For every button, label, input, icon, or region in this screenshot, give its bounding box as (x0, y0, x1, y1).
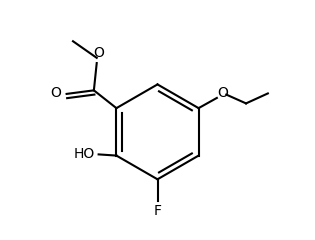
Text: O: O (93, 46, 104, 60)
Text: HO: HO (74, 147, 95, 161)
Text: F: F (153, 204, 162, 218)
Text: O: O (218, 86, 228, 100)
Text: O: O (50, 86, 61, 100)
